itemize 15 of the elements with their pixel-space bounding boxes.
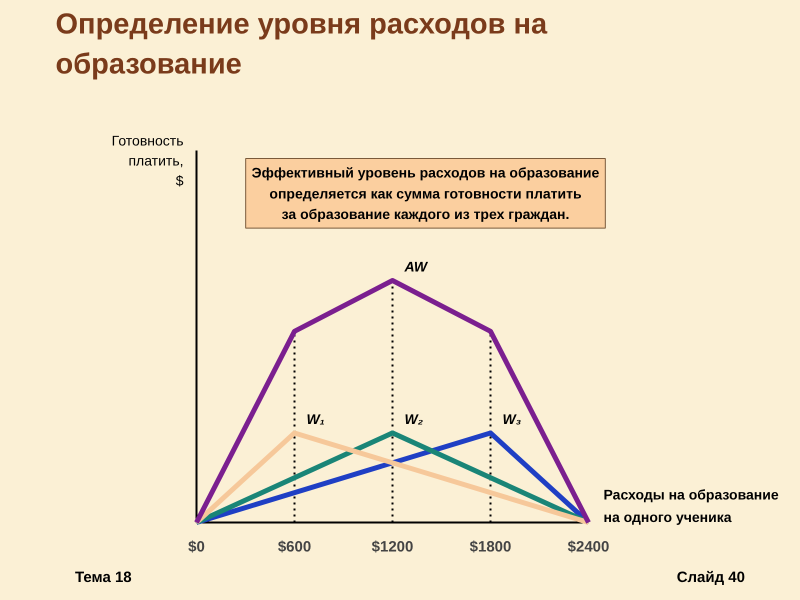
chart-title: Определение уровня расходов на образование: [56, 8, 548, 80]
x-tick-label: $600: [278, 538, 312, 556]
series-label: W₂: [404, 410, 424, 427]
x-tick-label: $1800: [470, 538, 512, 556]
text: Слайд 40: [676, 568, 745, 588]
series-label: W₁: [306, 410, 325, 427]
x-tick-label: $0: [188, 538, 205, 556]
series-label: AW: [404, 258, 429, 274]
x-tick-label: $2400: [568, 538, 610, 556]
text: Готовность платить, $: [112, 132, 184, 188]
x-tick-label: $1200: [372, 538, 414, 556]
x-axis-title: Расходы на образование на одного ученика: [604, 486, 779, 525]
text: Эффективный уровень расходов на образование определяется как сумма готовности платить за образование каждого из трех граждан.: [252, 164, 600, 222]
series-label: W₃: [502, 410, 522, 427]
text: Тема 18: [75, 568, 132, 588]
